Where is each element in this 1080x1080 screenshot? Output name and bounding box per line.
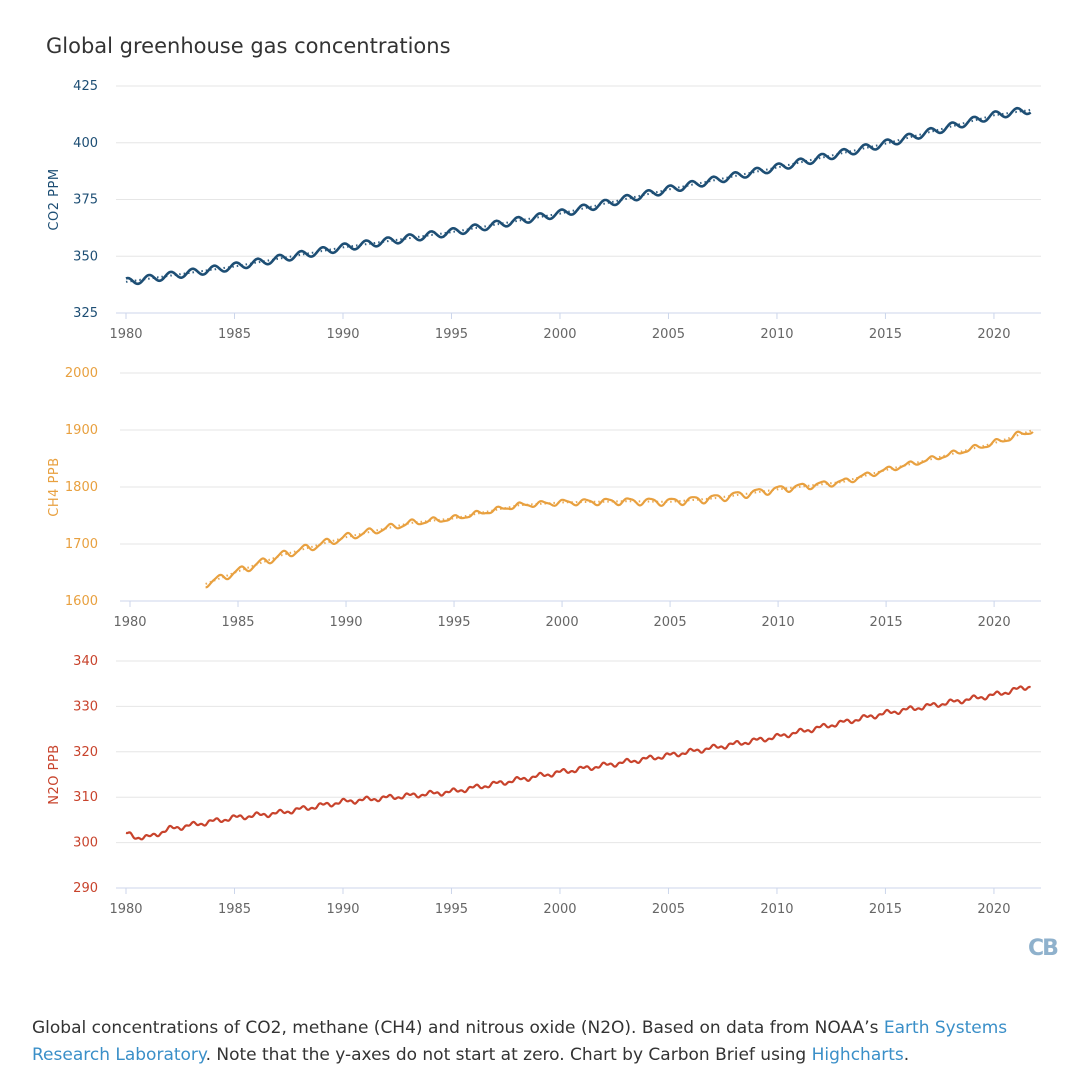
y-axis-label: CO2 PPM [47,168,62,230]
y-tick-label: 1700 [65,537,98,552]
y-axis-label: N2O PPB [47,744,62,804]
x-tick-label: 1995 [435,327,468,342]
carbon-brief-logo: CB [1028,936,1059,966]
y-tick-label: 2000 [65,366,98,381]
y-tick-label: 350 [73,249,98,264]
x-tick-label: 2015 [869,327,902,342]
x-tick-label: 2015 [869,902,902,917]
x-tick-label: 1985 [221,615,254,630]
logo-text: CB [1028,936,1059,961]
chart-title: Global greenhouse gas concentrations [46,34,451,58]
y-axis-label: CH4 PPB [47,457,62,516]
x-tick-label: 1980 [109,902,142,917]
y-tick-label: 330 [73,699,98,714]
x-tick-label: 2010 [762,615,795,630]
x-tick-label: 2020 [978,615,1011,630]
y-tick-label: 375 [73,193,98,208]
x-tick-label: 2000 [543,902,576,917]
x-tick-label: 2005 [652,327,685,342]
y-tick-label: 300 [73,836,98,851]
y-tick-label: 290 [73,881,98,896]
x-tick-label: 2000 [543,327,576,342]
x-tick-label: 2015 [870,615,903,630]
link-highcharts[interactable]: Highcharts [811,1045,904,1065]
caption-text-3: . [903,1045,910,1065]
x-tick-label: 2010 [760,327,793,342]
y-tick-label: 400 [73,136,98,151]
x-tick-label: 2020 [977,327,1010,342]
x-tick-label: 2010 [760,902,793,917]
x-tick-label: 2000 [546,615,579,630]
series-line-solid-seasonal [125,685,1032,841]
x-tick-label: 2020 [977,902,1010,917]
series-line-solid-seasonal [125,106,1032,286]
y-tick-label: 320 [73,745,98,760]
y-tick-label: 1600 [65,594,98,609]
y-tick-label: 1800 [65,480,98,495]
x-tick-label: 1990 [329,615,362,630]
series-line-dotted-trend [205,429,1034,585]
x-tick-label: 1985 [218,327,251,342]
chart-panel-1: 325 350 375 400 425 1980 1985 1990 1995 2000 2005 2… [47,79,1041,342]
x-tick-label: 1980 [109,327,142,342]
y-tick-label: 340 [73,654,98,669]
series-line-solid-seasonal [205,430,1034,589]
x-tick-label: 1985 [218,902,251,917]
x-tick-label: 1980 [113,615,146,630]
chart-panel-2: 1600 1700 1800 1900 2000 1980 1985 1990 1995 2000… [47,366,1041,630]
chart-panel-3: 290 300 310 320 330 340 1980 1985 1990 1995 2000 20… [47,654,1041,917]
caption: Global concentrations of CO2, methane (C… [32,1015,1052,1069]
x-tick-label: 1995 [437,615,470,630]
y-tick-label: 425 [73,79,98,94]
x-tick-label: 1990 [326,902,359,917]
caption-text-2: . Note that the y-axes do not start at z… [205,1045,812,1065]
x-tick-label: 2005 [654,615,687,630]
x-tick-label: 1995 [435,902,468,917]
x-tick-label: 1990 [326,327,359,342]
x-tick-label: 2005 [652,902,685,917]
y-tick-label: 325 [73,306,98,321]
y-tick-label: 310 [73,790,98,805]
y-tick-label: 1900 [65,423,98,438]
link-esrl[interactable]: Earth Systems Research Laboratory [32,1018,1008,1065]
series-line-dotted-trend [125,108,1031,283]
caption-text-1: Global concentrations of CO2, methane (C… [32,1018,884,1038]
